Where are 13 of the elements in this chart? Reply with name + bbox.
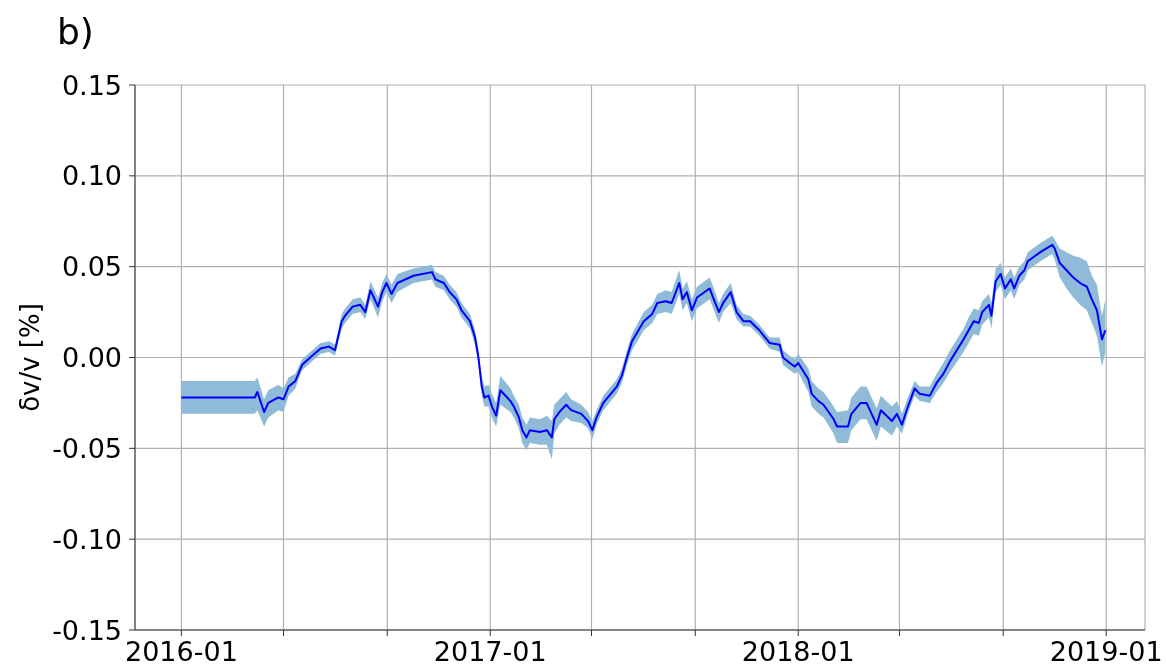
x-tick-label: 2018-01 <box>741 636 855 668</box>
y-tick-label: -0.05 <box>52 432 122 464</box>
y-tick-label: 0.05 <box>61 251 122 283</box>
y-tick-label: -0.10 <box>52 523 122 555</box>
chart-title: b) <box>57 11 94 52</box>
y-tick-label: 0.00 <box>61 342 122 374</box>
y-axis-title: δv/v [%] <box>15 303 45 412</box>
x-tick-label: 2019-01 <box>1049 636 1163 668</box>
x-tick-label: 2016-01 <box>125 636 238 668</box>
y-tick-label: 0.15 <box>61 69 122 101</box>
y-tick-label: -0.15 <box>52 614 122 646</box>
x-tick-label: 2017-01 <box>433 636 547 668</box>
y-tick-label: 0.10 <box>61 160 122 192</box>
